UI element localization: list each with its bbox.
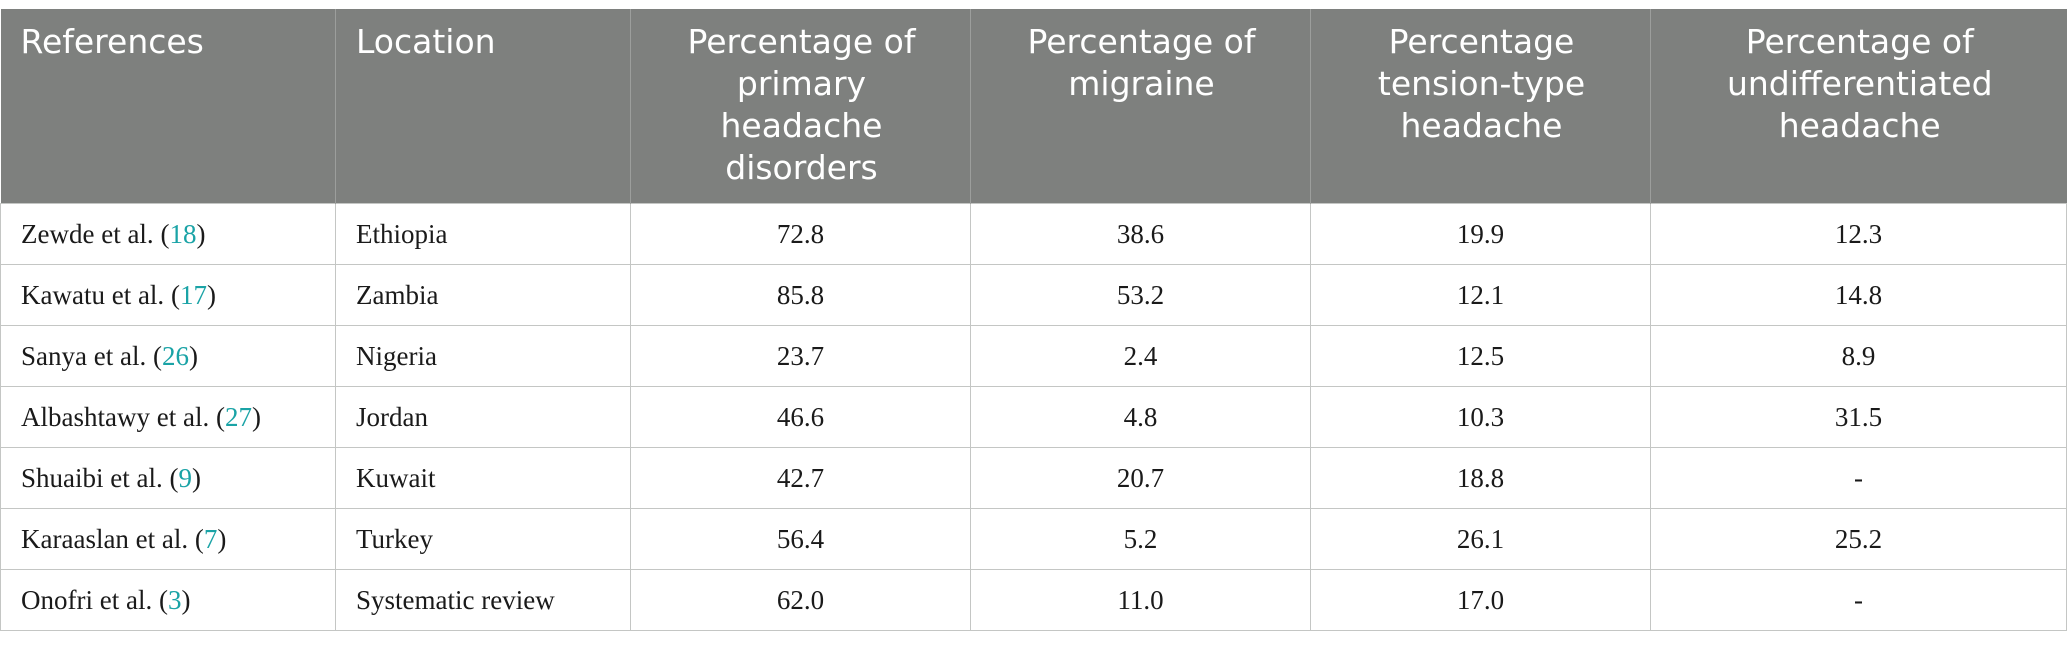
cell-tension-type: 10.3 — [1310, 386, 1651, 448]
cell-reference: Karaaslan et al. (7) — [0, 508, 336, 570]
table-container: References Location Percentage of primar… — [0, 9, 2068, 631]
header-migraine: Percentage of migraine — [970, 9, 1311, 204]
cell-reference: Shuaibi et al. (9) — [0, 447, 336, 509]
cell-undifferentiated: - — [1650, 569, 2067, 631]
citation-link[interactable]: 17 — [179, 279, 207, 310]
cell-reference: Onofri et al. (3) — [0, 569, 336, 631]
cell-tension-type: 26.1 — [1310, 508, 1651, 570]
cell-migraine: 38.6 — [970, 203, 1311, 265]
headache-prevalence-table: References Location Percentage of primar… — [0, 9, 2067, 631]
cell-location: Zambia — [335, 264, 631, 326]
cell-primary-headache: 46.6 — [630, 386, 971, 448]
cell-location: Systematic review — [335, 569, 631, 631]
citation-link[interactable]: 26 — [161, 340, 189, 371]
cell-tension-type: 19.9 — [1310, 203, 1651, 265]
reference-author: Karaaslan et al. — [21, 523, 189, 554]
cell-location: Nigeria — [335, 325, 631, 387]
cell-tension-type: 17.0 — [1310, 569, 1651, 631]
cell-primary-headache: 85.8 — [630, 264, 971, 326]
reference-author: Shuaibi et al. — [21, 462, 163, 493]
cell-reference: Albashtawy et al. (27) — [0, 386, 336, 448]
cell-migraine: 2.4 — [970, 325, 1311, 387]
cell-primary-headache: 72.8 — [630, 203, 971, 265]
cell-migraine: 11.0 — [970, 569, 1311, 631]
citation-link[interactable]: 9 — [178, 462, 192, 493]
cell-primary-headache: 23.7 — [630, 325, 971, 387]
cell-undifferentiated: 31.5 — [1650, 386, 2067, 448]
header-undifferentiated: Percentage of undifferentiated headache — [1650, 9, 2067, 204]
table-row: Albashtawy et al. (27) Jordan 46.6 4.8 10.3 3… — [0, 386, 2067, 448]
cell-undifferentiated: 8.9 — [1650, 325, 2067, 387]
reference-author: Albashtawy et al. — [21, 401, 210, 432]
table-row: Karaaslan et al. (7) Turkey 56.4 5.2 26.1 25.… — [0, 508, 2067, 570]
table-row: Kawatu et al. (17) Zambia 85.8 53.2 12.1 14.8 — [0, 264, 2067, 326]
cell-migraine: 5.2 — [970, 508, 1311, 570]
cell-undifferentiated: - — [1650, 447, 2067, 509]
reference-author: Kawatu et al. — [21, 279, 165, 310]
cell-tension-type: 18.8 — [1310, 447, 1651, 509]
table-header: References Location Percentage of primar… — [0, 9, 2067, 204]
citation-link[interactable]: 3 — [167, 584, 182, 615]
header-row: References Location Percentage of primar… — [0, 9, 2067, 204]
citation-link[interactable]: 27 — [224, 401, 252, 432]
cell-reference: Zewde et al. (18) — [0, 203, 336, 265]
cell-undifferentiated: 25.2 — [1650, 508, 2067, 570]
header-tension-type: Percentage tension-type headache — [1310, 9, 1651, 204]
citation-link[interactable]: 7 — [203, 523, 218, 554]
cell-primary-headache: 62.0 — [630, 569, 971, 631]
header-primary-headache: Percentage of primary headache disorders — [630, 9, 971, 204]
table-row: Onofri et al. (3) Systematic review 62.0 11… — [0, 569, 2067, 631]
cell-reference: Sanya et al. (26) — [0, 325, 336, 387]
cell-migraine: 20.7 — [970, 447, 1311, 509]
cell-location: Turkey — [335, 508, 631, 570]
table-row: Shuaibi et al. (9) Kuwait 42.7 20.7 18.8- — [0, 447, 2067, 509]
cell-undifferentiated: 12.3 — [1650, 203, 2067, 265]
cell-location: Kuwait — [335, 447, 631, 509]
cell-tension-type: 12.1 — [1310, 264, 1651, 326]
cell-primary-headache: 56.4 — [630, 508, 971, 570]
reference-author: Onofri et al. — [21, 584, 153, 615]
reference-author: Zewde et al. — [21, 218, 154, 249]
table-body: Zewde et al. (18) Ethiopia 72.8 38.6 19.9 12.… — [0, 203, 2067, 631]
cell-undifferentiated: 14.8 — [1650, 264, 2067, 326]
cell-location: Jordan — [335, 386, 631, 448]
cell-location: Ethiopia — [335, 203, 631, 265]
cell-tension-type: 12.5 — [1310, 325, 1651, 387]
reference-author: Sanya et al. — [21, 340, 147, 371]
table-row: Zewde et al. (18) Ethiopia 72.8 38.6 19.9 12.… — [0, 203, 2067, 265]
header-location: Location — [335, 9, 631, 204]
cell-primary-headache: 42.7 — [630, 447, 971, 509]
citation-link[interactable]: 18 — [169, 218, 197, 249]
table-row: Sanya et al. (26) Nigeria 23.7 2.4 12.5 8.9 — [0, 325, 2067, 387]
header-references: References — [0, 9, 336, 204]
cell-migraine: 4.8 — [970, 386, 1311, 448]
cell-reference: Kawatu et al. (17) — [0, 264, 336, 326]
cell-migraine: 53.2 — [970, 264, 1311, 326]
